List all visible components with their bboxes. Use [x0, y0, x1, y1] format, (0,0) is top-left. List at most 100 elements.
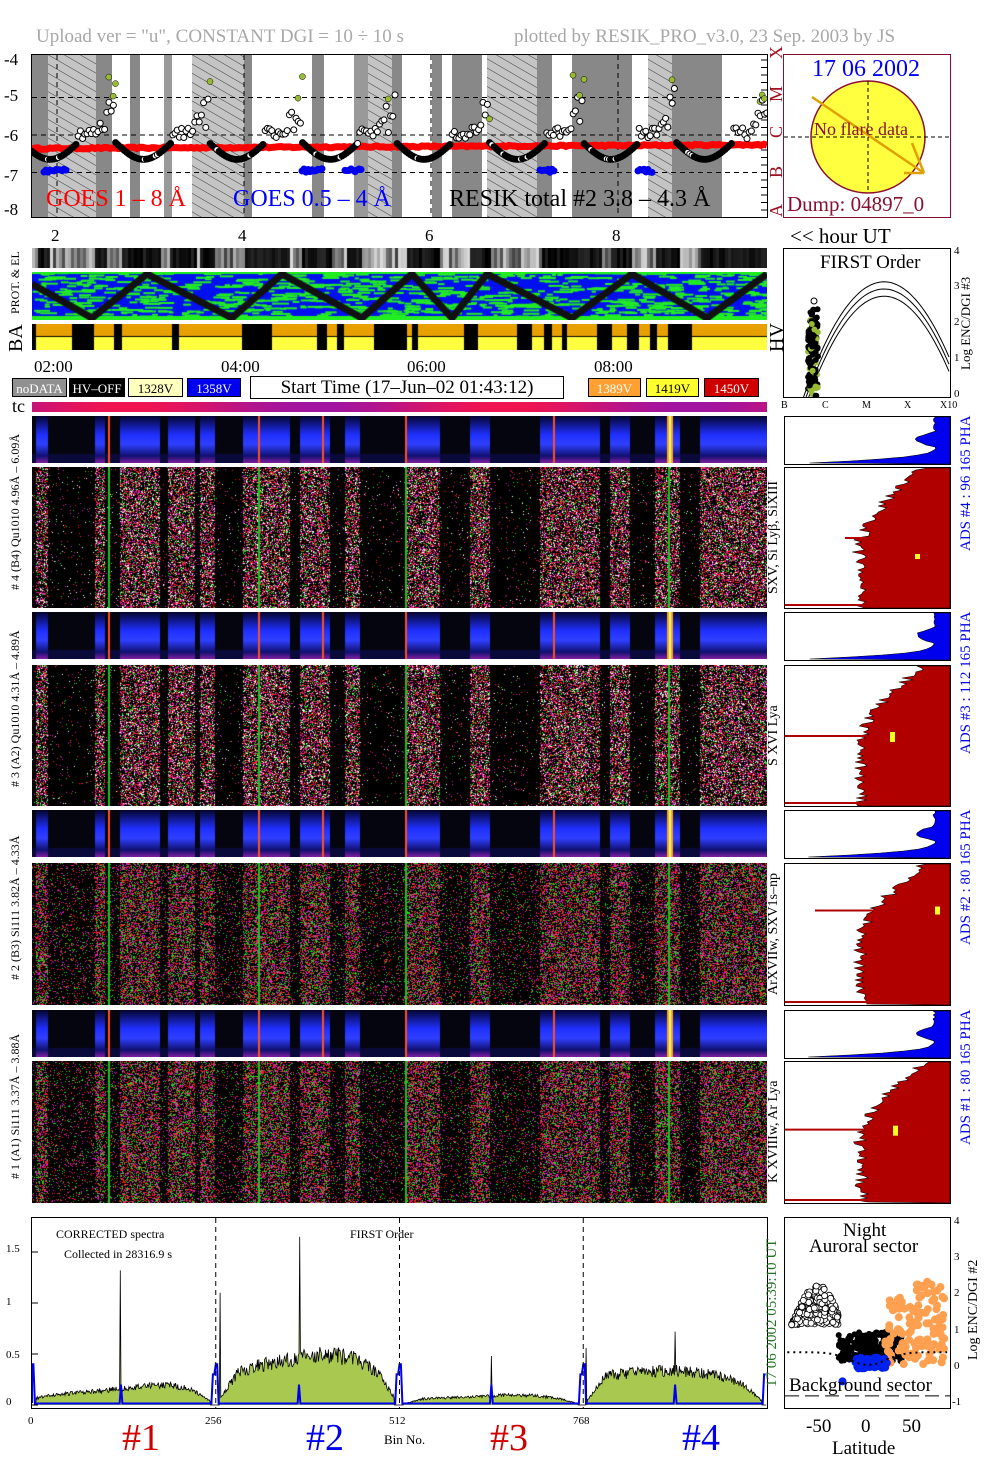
resik-point	[481, 111, 489, 119]
first-order-point	[814, 306, 821, 313]
high-latitude-point	[889, 1329, 898, 1338]
tc-temperature-strip	[32, 402, 767, 412]
saa-hatch-band	[487, 55, 537, 217]
resik-point	[167, 139, 175, 147]
goes-05-4-point	[318, 165, 326, 173]
high-latitude-point	[911, 1344, 920, 1353]
background-point	[838, 1377, 847, 1386]
goes-ytick: -7	[4, 166, 19, 185]
pha-histogram-1	[784, 1010, 951, 1059]
resik-point	[373, 128, 381, 136]
fo-xtick: X10	[940, 400, 958, 411]
pha-spectrogram-3	[32, 612, 767, 659]
first-order-point	[810, 376, 817, 383]
resik-point	[670, 85, 678, 93]
first-order-point	[808, 320, 815, 327]
auroral-point	[798, 1303, 806, 1311]
auroral-point	[820, 1285, 828, 1293]
high-latitude-point	[905, 1353, 914, 1362]
background-point	[872, 1357, 881, 1366]
resik-point	[483, 100, 491, 108]
night-shade-band	[672, 55, 722, 217]
high-latitude-point	[938, 1315, 947, 1324]
first-order-chart	[803, 281, 950, 397]
auroral-point	[854, 1338, 861, 1345]
auroral-point	[840, 1342, 847, 1349]
tc-label: tc	[12, 396, 25, 416]
auroral-point	[842, 1355, 849, 1362]
auroral-point	[835, 1354, 842, 1361]
high-latitude-point	[914, 1301, 923, 1310]
resik-point	[288, 108, 296, 116]
first-order-label: FIRST Order	[350, 1227, 414, 1241]
first-order-point	[807, 309, 814, 316]
high-latitude-point	[937, 1358, 946, 1367]
resik-point	[549, 131, 557, 139]
resik-point	[197, 111, 205, 119]
auroral-point	[821, 1292, 829, 1300]
spec-xtick: 768	[573, 1415, 590, 1427]
goes-ytick: -4	[4, 50, 19, 69]
segment-label-2: #2	[306, 1417, 344, 1459]
resik-series	[32, 71, 767, 176]
night-ytick: 3	[954, 1251, 960, 1263]
spectrum-line	[32, 1236, 767, 1406]
flare-point	[105, 73, 113, 81]
legend-1450v: 1450V	[704, 378, 759, 397]
line-position-marker	[890, 732, 895, 742]
sun-disk-chart	[784, 80, 950, 194]
flare-point	[384, 95, 392, 103]
line-position-marker	[935, 906, 940, 915]
night-title: Night	[843, 1220, 887, 1241]
auroral-point	[846, 1337, 853, 1344]
pha-spectrogram-2	[32, 810, 767, 857]
ads-label-4: ADS #4 : 96 165 PHA	[958, 416, 974, 552]
fo-ytick: 3	[954, 280, 960, 292]
auroral-point	[810, 1304, 818, 1312]
legend-1328v: 1328V	[128, 378, 183, 397]
auroral-point	[872, 1343, 879, 1350]
night-shade-band	[96, 55, 112, 217]
pha-histogram-chart	[808, 1011, 950, 1058]
flare-point	[294, 94, 302, 102]
resik-point	[107, 107, 115, 115]
spec-xtick: 512	[389, 1415, 406, 1427]
flare-point	[109, 92, 117, 100]
first-order-point	[809, 367, 816, 374]
auroral-point	[821, 1305, 829, 1312]
resik-point	[200, 99, 208, 107]
high-latitude-point	[923, 1305, 932, 1314]
legend-resik-total: RESIK total #2 3.8 – 4.3 Å	[449, 186, 711, 212]
channel-label-4: # 4 (B4) Qu1010 4.96Å – 6.09Å	[8, 434, 22, 590]
resik-point	[466, 131, 474, 139]
resik-point	[109, 101, 117, 109]
spectrum-date-time: 17 06 2002 05:39:10 UT	[764, 1238, 780, 1388]
pha-spectrogram-1	[32, 1010, 767, 1057]
event-spectrogram-2	[32, 863, 767, 1005]
flare-point	[486, 115, 493, 123]
fo-ytick: 4	[954, 245, 960, 257]
flare-point	[299, 73, 306, 80]
pha-histogram-area	[808, 811, 950, 858]
collected-label: Collected in 28316.9 s	[64, 1247, 172, 1261]
legend-hv-off: HV–OFF	[69, 378, 125, 397]
legend-1358v: 1358V	[187, 378, 241, 397]
goes-05-4-point	[357, 165, 365, 173]
background-point	[853, 1363, 862, 1372]
sun-disk-panel	[783, 54, 951, 218]
electron-intensity-strip	[32, 248, 767, 268]
spec-xtick: 0	[28, 1415, 34, 1427]
resik-point	[578, 97, 586, 105]
resik-point	[450, 128, 458, 136]
direction-arrow-icon	[811, 95, 925, 175]
spectrum-fill	[32, 1236, 767, 1405]
latitude-label: Latitude	[832, 1438, 896, 1459]
pha-histogram-area	[809, 417, 950, 464]
night-shade-band	[432, 55, 442, 217]
latitude-chart	[785, 1277, 950, 1397]
counts-histogram-4	[784, 467, 951, 609]
fo-xtick: B	[781, 400, 788, 411]
counts-histogram-1	[784, 1061, 951, 1204]
auroral-point	[856, 1329, 863, 1336]
